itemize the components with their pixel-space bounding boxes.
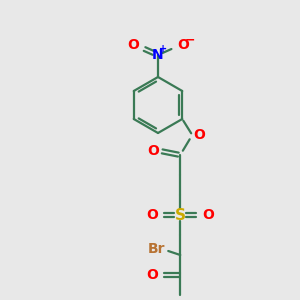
Text: O: O <box>146 268 158 282</box>
Text: O: O <box>193 128 205 142</box>
Text: N: N <box>152 48 164 62</box>
Text: O: O <box>146 208 158 222</box>
Text: O: O <box>147 144 159 158</box>
Text: Br: Br <box>148 242 165 256</box>
Text: O: O <box>177 38 189 52</box>
Text: O: O <box>127 38 139 52</box>
Text: −: − <box>185 34 195 46</box>
Text: +: + <box>159 44 167 54</box>
Text: O: O <box>202 208 214 222</box>
Text: S: S <box>175 208 186 223</box>
